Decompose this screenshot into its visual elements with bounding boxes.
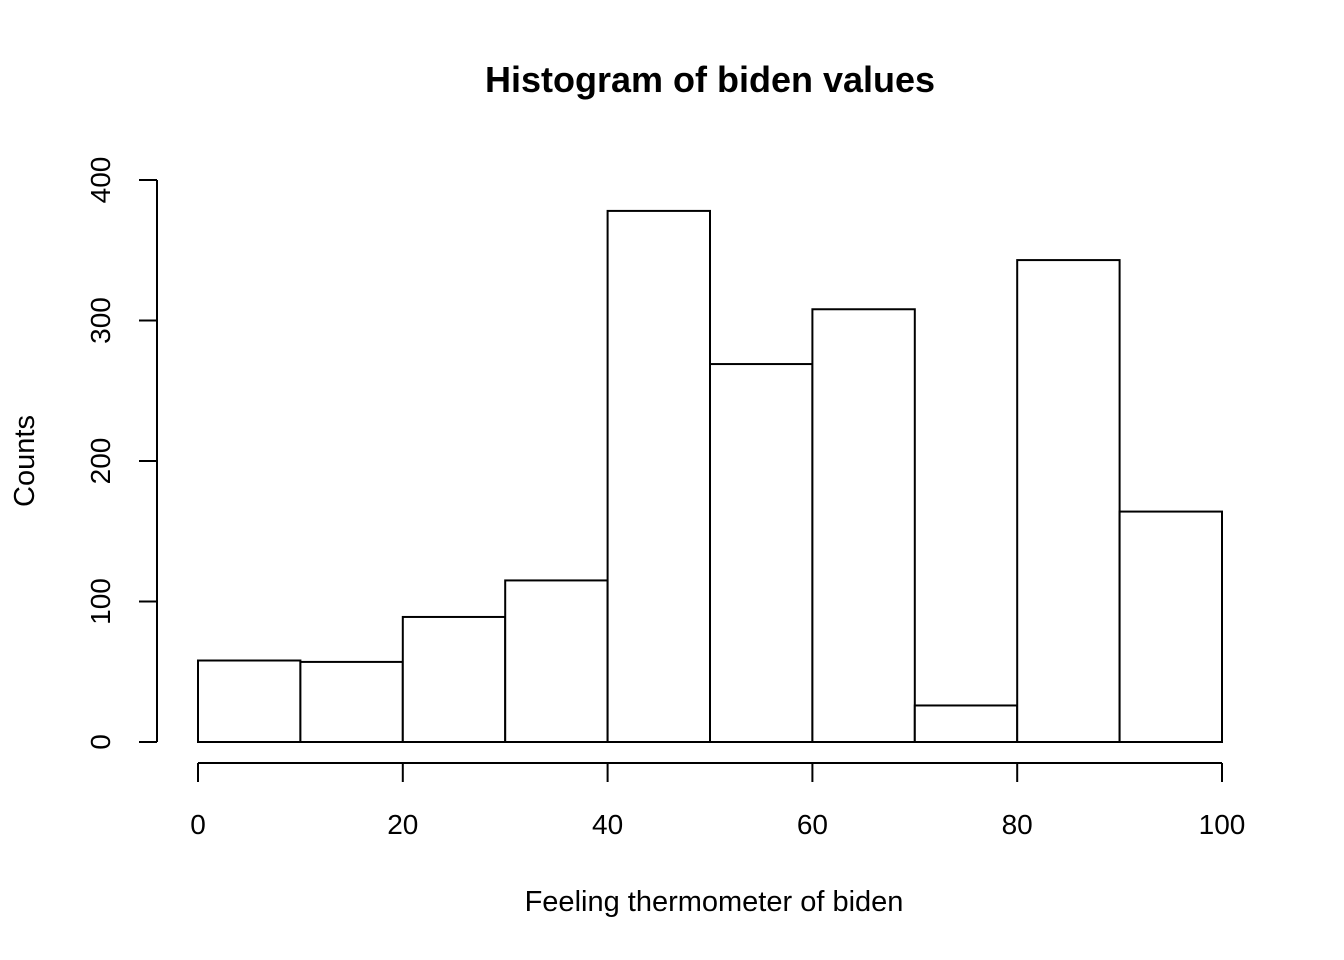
histogram-bar	[709, 363, 814, 743]
x-axis: 0 20 40 60 80 100	[190, 762, 1246, 840]
x-tick-label: 100	[1199, 809, 1246, 840]
histogram-bar	[811, 308, 916, 743]
histogram-bar	[1118, 510, 1223, 743]
y-tick-label: 300	[85, 297, 116, 344]
y-tick-label: 400	[85, 157, 116, 204]
histogram-bar	[913, 704, 1019, 743]
y-tick-label: 100	[85, 578, 116, 625]
histogram-bar	[1016, 259, 1121, 743]
histogram-bar	[504, 579, 609, 743]
y-axis: 0 100 200 300 400	[85, 157, 158, 750]
x-tick-label: 80	[1002, 809, 1033, 840]
y-tick-label: 0	[85, 734, 116, 750]
chart-title: Histogram of biden values	[485, 59, 935, 100]
y-axis-label: Counts	[9, 415, 41, 507]
x-tick-label: 0	[190, 809, 206, 840]
histogram-bar	[197, 659, 302, 744]
histogram-bar	[606, 209, 711, 744]
y-tick-label: 200	[85, 438, 116, 485]
histogram-bar	[299, 660, 404, 743]
x-tick-label: 60	[797, 809, 828, 840]
x-tick-label: 40	[592, 809, 623, 840]
x-tick-label: 20	[387, 809, 418, 840]
histogram-bars	[197, 209, 1223, 744]
histogram-bar	[401, 615, 507, 744]
x-axis-label: Feeling thermometer of biden	[525, 886, 904, 918]
